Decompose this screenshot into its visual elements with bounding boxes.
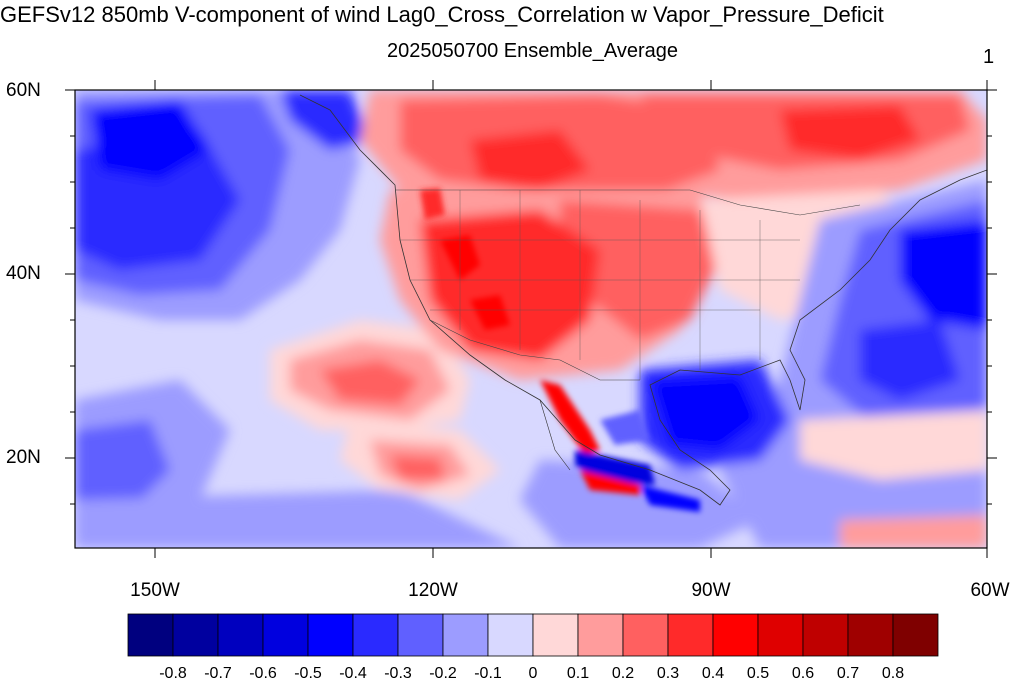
- colorbar-label: -0.6: [249, 665, 277, 682]
- figure-subtitle: 2025050700 Ensemble_Average: [387, 40, 678, 62]
- coastline: [299, 94, 987, 506]
- colorbar-swatch: [217, 613, 264, 657]
- colorbar-swatch: [712, 613, 759, 657]
- colorbar-swatch: [442, 613, 489, 657]
- lon-label-120w: 120W: [408, 580, 458, 601]
- colorbar-swatch: [397, 613, 444, 657]
- colorbar-label: -0.2: [429, 665, 457, 682]
- colorbar-label: 0.7: [836, 665, 860, 682]
- colorbar-label: 0.5: [746, 665, 770, 682]
- colorbar-swatch: [622, 613, 669, 657]
- colorbar-swatch: [352, 613, 399, 657]
- colorbar-swatch: [577, 613, 624, 657]
- colorbar-swatch: [172, 613, 219, 657]
- correlation-field: [75, 90, 987, 548]
- us-mexico-border: [429, 319, 640, 381]
- lat-label-20n: 20N: [6, 447, 41, 468]
- map-frame: [74, 89, 988, 549]
- colorbar-swatch: [802, 613, 849, 657]
- colorbar-swatch: [667, 613, 714, 657]
- colorbar: [127, 613, 939, 657]
- colorbar-label: 0.4: [701, 665, 725, 682]
- axis-ticks: [65, 80, 997, 558]
- colorbar-swatch: [262, 613, 309, 657]
- colorbar-label: -0.5: [294, 665, 322, 682]
- colorbar-label: -0.8: [159, 665, 187, 682]
- colorbar-swatch: [757, 613, 804, 657]
- colorbar-label: 0.6: [791, 665, 815, 682]
- colorbar-swatch: [847, 613, 894, 657]
- colorbar-label: 0.1: [566, 665, 590, 682]
- colorbar-label: -0.3: [384, 665, 412, 682]
- colorbar-swatch: [307, 613, 354, 657]
- colorbar-label: -0.4: [339, 665, 367, 682]
- colorbar-swatch: [892, 613, 939, 657]
- colorbar-label: -0.7: [204, 665, 232, 682]
- lon-label-90w: 90W: [691, 580, 731, 601]
- colorbar-label: 0.3: [656, 665, 680, 682]
- us-canada-border: [395, 189, 861, 216]
- lat-label-60n: 60N: [6, 80, 41, 101]
- colorbar-label: -0.1: [474, 665, 502, 682]
- figure-title: GEFSv12 850mb V-component of wind Lag0_C…: [0, 2, 884, 27]
- colorbar-label: 0.8: [881, 665, 905, 682]
- lon-label-60w: 60W: [970, 580, 1010, 601]
- colorbar-swatch: [487, 613, 534, 657]
- lat-label-40n: 40N: [6, 263, 41, 284]
- colorbar-label: 0.2: [611, 665, 635, 682]
- panel-number: 1: [983, 46, 995, 68]
- lon-label-150w: 150W: [130, 580, 180, 601]
- colorbar-swatch: [532, 613, 579, 657]
- colorbar-swatch: [127, 613, 174, 657]
- colorbar-label: 0: [528, 665, 538, 682]
